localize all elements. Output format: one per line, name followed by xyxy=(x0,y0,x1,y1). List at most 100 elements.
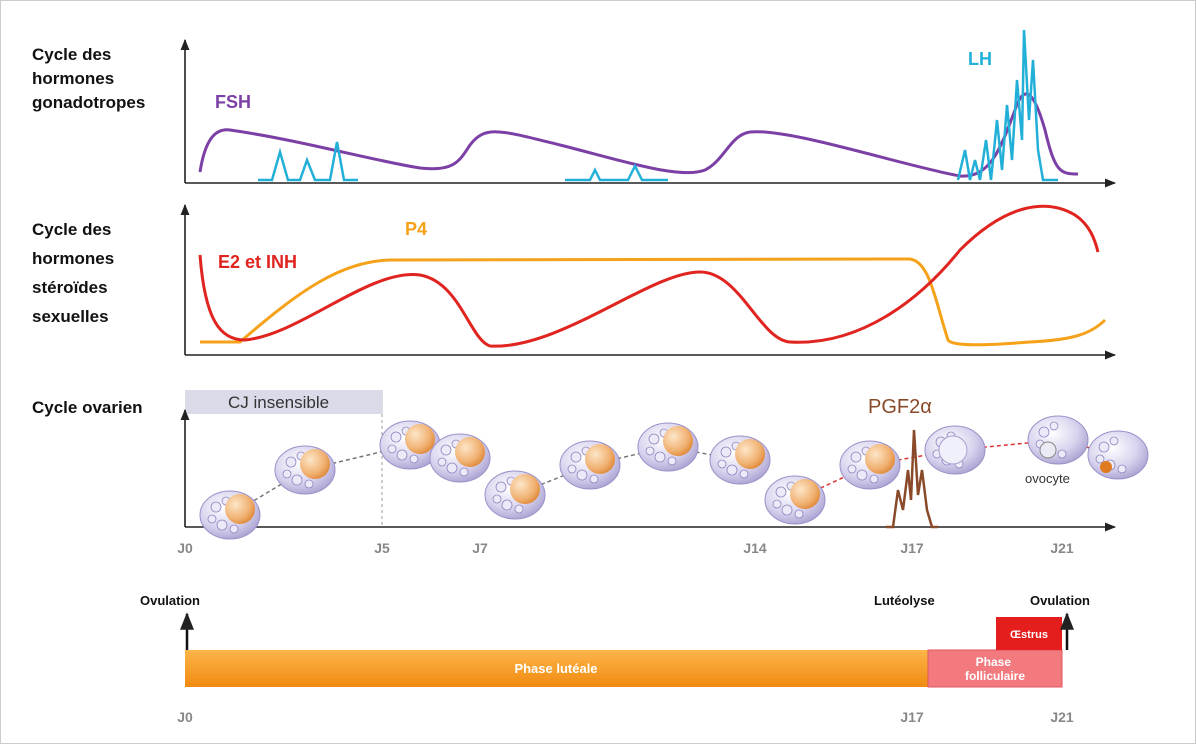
ovulation-label: Ovulation xyxy=(1030,593,1090,608)
day-label: J0 xyxy=(177,540,193,556)
phase-luteale-label: Phase lutéale xyxy=(514,661,597,676)
fsh-curve xyxy=(200,94,1078,176)
label-line: Phase xyxy=(976,655,1012,669)
oocyte xyxy=(735,439,765,469)
follicle-cell xyxy=(795,510,803,518)
follicle-cell xyxy=(305,480,313,488)
panel-label: Cycle des hormones gonadotropes xyxy=(32,45,145,112)
follicle-cell xyxy=(649,434,659,444)
oocyte xyxy=(510,474,540,504)
follicle-cell xyxy=(1110,437,1118,445)
label-line: sexuelles xyxy=(32,307,109,326)
follicles xyxy=(200,416,1148,539)
day-label: J0 xyxy=(177,709,193,725)
follicle-cell xyxy=(776,487,786,497)
label-line: hormones xyxy=(32,249,114,268)
follicle-cell xyxy=(388,445,396,453)
cj-label: CJ insensible xyxy=(228,393,329,412)
oocyte xyxy=(585,444,615,474)
day-label: J21 xyxy=(1050,709,1074,725)
e2-label: E2 et INH xyxy=(218,252,297,272)
follicle-cell xyxy=(208,515,216,523)
label-line: gonadotropes xyxy=(32,93,145,112)
follicle xyxy=(1028,416,1088,464)
follicle-cell xyxy=(848,465,856,473)
day-label: J14 xyxy=(743,540,767,556)
label-line: Cycle des xyxy=(32,45,111,64)
follicle-cell xyxy=(782,505,792,515)
follicle-cell xyxy=(493,495,501,503)
follicle-cell xyxy=(211,502,221,512)
follicle-cell xyxy=(740,470,748,478)
oocyte xyxy=(790,479,820,509)
oocyte xyxy=(405,424,435,454)
follicle-cell xyxy=(283,470,291,478)
label-line: folliculaire xyxy=(965,669,1025,683)
follicle-cell xyxy=(410,455,418,463)
follicle xyxy=(1088,431,1148,479)
lh-label: LH xyxy=(968,49,992,69)
follicle-cell xyxy=(230,525,238,533)
day-axis: J0 J5 J7 J14 J17 J21 xyxy=(177,540,1074,556)
follicle-cell xyxy=(851,452,861,462)
day-label: J17 xyxy=(900,540,924,556)
panel-label: Cycle ovarien xyxy=(32,398,143,417)
follicle-cell xyxy=(655,452,665,462)
label-line: hormones xyxy=(32,69,114,88)
oocyte xyxy=(939,436,967,464)
luteolyse-label: Lutéolyse xyxy=(874,593,935,608)
follicle-cell xyxy=(1039,427,1049,437)
panel-label: Cycle des hormones stéroïdes sexuelles xyxy=(32,220,119,326)
fsh-label: FSH xyxy=(215,92,251,112)
oestrus-label: Œstrus xyxy=(1010,629,1048,641)
follicle-cell xyxy=(292,475,302,485)
follicle-cell xyxy=(857,470,867,480)
follicle-cell xyxy=(1096,455,1104,463)
day-label: J17 xyxy=(900,709,924,725)
follicle-cell xyxy=(438,458,446,466)
diagram: Cycle des hormones gonadotropes FSH LH C… xyxy=(0,0,1196,744)
p4-label: P4 xyxy=(405,219,427,239)
follicle-cell xyxy=(217,520,227,530)
oocyte xyxy=(1100,461,1112,473)
follicle-cell xyxy=(1050,422,1058,430)
follicle-cell xyxy=(441,445,451,455)
follicle-cell xyxy=(718,460,726,468)
oocyte xyxy=(300,449,330,479)
follicle-cell xyxy=(1058,450,1066,458)
follicle-cell xyxy=(568,465,576,473)
follicle-cell xyxy=(447,463,457,473)
ovulation-label: Ovulation xyxy=(140,593,200,608)
label-line: Cycle des xyxy=(32,220,111,239)
oocyte xyxy=(663,426,693,456)
follicle-cell xyxy=(397,450,407,460)
follicle-cell xyxy=(773,500,781,508)
oocyte xyxy=(225,494,255,524)
follicle-cell xyxy=(590,475,598,483)
oocyte xyxy=(865,444,895,474)
follicle-cell xyxy=(391,432,401,442)
follicle-cell xyxy=(577,470,587,480)
label-line: stéroïdes xyxy=(32,278,108,297)
follicle-cell xyxy=(721,447,731,457)
follicle-cell xyxy=(286,457,296,467)
ovocyte-label: ovocyte xyxy=(1025,471,1070,486)
follicle-cell xyxy=(668,457,676,465)
follicle-cell xyxy=(1118,465,1126,473)
pgf-label: PGF2α xyxy=(868,396,932,418)
follicle-cell xyxy=(870,475,878,483)
follicle-cell xyxy=(727,465,737,475)
follicle-cell xyxy=(496,482,506,492)
e2-curve xyxy=(200,206,1098,346)
day-label: J7 xyxy=(472,540,488,556)
follicle-cell xyxy=(1099,442,1109,452)
lh-pulses xyxy=(258,142,358,180)
follicle-cell xyxy=(571,452,581,462)
follicle-cell xyxy=(646,447,654,455)
oocyte xyxy=(1040,442,1056,458)
day-label: J21 xyxy=(1050,540,1074,556)
follicle-cell xyxy=(502,500,512,510)
day-label: J5 xyxy=(374,540,390,556)
oocyte xyxy=(455,437,485,467)
follicle-cell xyxy=(515,505,523,513)
